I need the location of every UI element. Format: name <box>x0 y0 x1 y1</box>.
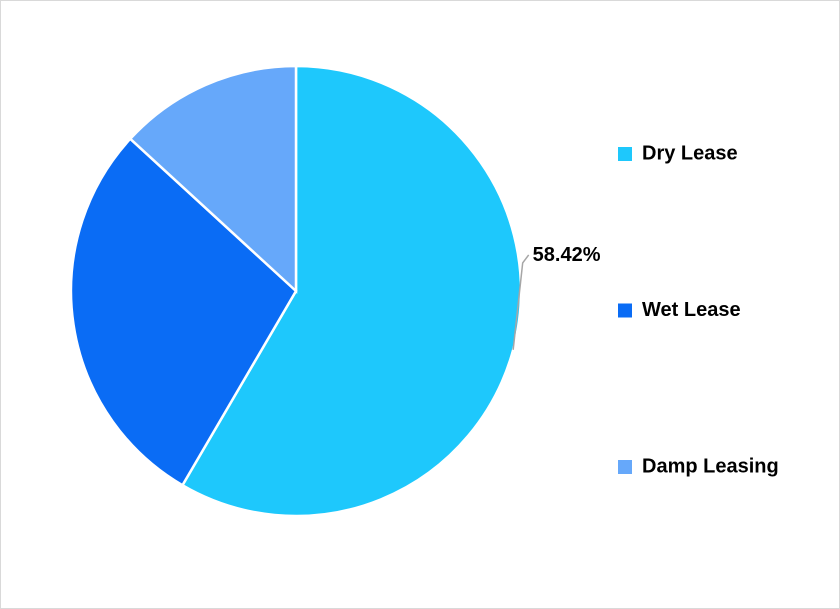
pie-slice <box>128 64 298 294</box>
legend-swatch <box>618 147 632 161</box>
legend-swatch <box>618 460 632 474</box>
pie-slice <box>69 137 298 487</box>
legend-label: Damp Leasing <box>642 455 779 477</box>
legend-label: Wet Lease <box>642 299 741 321</box>
data-label: 58.42% <box>533 244 601 266</box>
leader-line <box>512 254 530 350</box>
legend-label: Dry Lease <box>642 142 738 164</box>
legend-swatch <box>618 303 632 318</box>
